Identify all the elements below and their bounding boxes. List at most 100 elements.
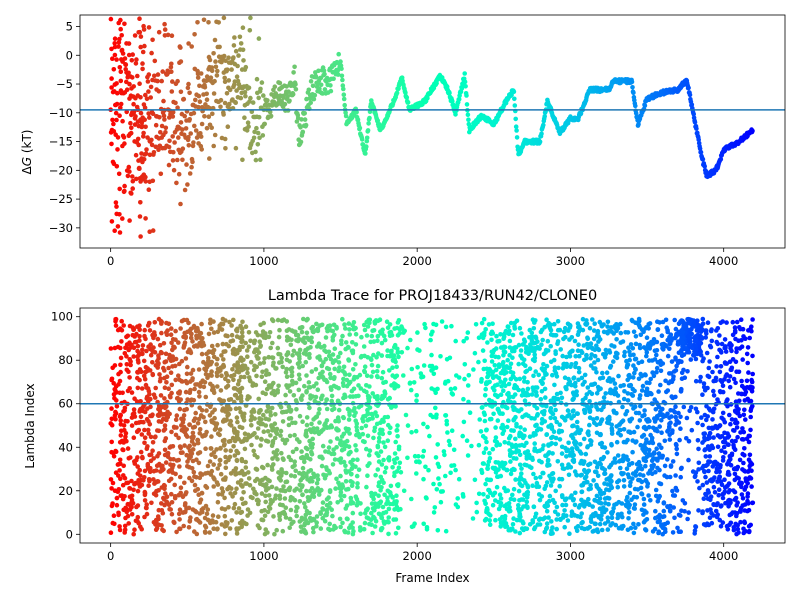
lambda-point	[125, 333, 131, 339]
delta-g-point	[189, 44, 194, 49]
delta-g-point	[394, 90, 400, 96]
delta-g-point	[308, 100, 314, 105]
lambda-point	[385, 397, 391, 402]
delta-g-point	[164, 72, 169, 77]
lambda-point	[678, 466, 684, 472]
lambda-point	[164, 320, 169, 326]
lambda-point	[498, 503, 503, 509]
lambda-point	[108, 530, 114, 535]
delta-g-point	[450, 98, 455, 104]
lambda-point	[591, 478, 596, 483]
lambda-point	[204, 408, 209, 413]
delta-g-point	[173, 100, 178, 106]
delta-g-point	[243, 93, 248, 99]
lambda-point	[151, 491, 157, 497]
x-tick-label: 4000	[709, 254, 738, 268]
delta-g-point	[191, 110, 197, 116]
lambda-point	[575, 446, 580, 452]
lambda-point	[126, 347, 131, 353]
lambda-point	[471, 367, 476, 372]
delta-g-point	[302, 117, 308, 122]
lambda-point	[230, 367, 235, 372]
lambda-point	[476, 359, 481, 365]
lambda-point	[568, 349, 574, 355]
lambda-point	[397, 460, 403, 466]
lambda-point	[695, 479, 700, 484]
lambda-point	[548, 344, 553, 349]
lambda-point	[481, 316, 487, 322]
lambda-point	[545, 338, 551, 344]
lambda-point	[478, 429, 484, 434]
delta-g-point	[147, 229, 152, 234]
lambda-point	[140, 347, 145, 353]
lambda-point	[633, 525, 638, 530]
delta-g-point	[159, 78, 164, 84]
delta-g-axes-frame	[79, 14, 786, 249]
lambda-point	[131, 435, 137, 441]
lambda-point	[213, 454, 218, 460]
lambda-point	[232, 438, 238, 444]
lambda-point	[718, 364, 724, 369]
lambda-point	[501, 344, 507, 350]
lambda-point	[640, 383, 646, 389]
lambda-point	[168, 370, 174, 376]
lambda-point	[573, 490, 578, 496]
delta-g-point	[242, 115, 247, 120]
lambda-point	[148, 342, 153, 347]
lambda-point	[414, 398, 419, 404]
lambda-point	[177, 507, 183, 512]
lambda-point	[315, 477, 321, 482]
delta-g-point	[144, 147, 149, 152]
lambda-point	[279, 318, 285, 324]
delta-g-point	[191, 102, 196, 108]
lambda-point	[559, 414, 565, 420]
lambda-point	[729, 438, 735, 444]
delta-g-point	[122, 56, 128, 61]
lambda-point	[269, 484, 275, 490]
lambda-point	[278, 433, 283, 438]
lambda-point	[380, 369, 386, 375]
lambda-point	[179, 318, 185, 324]
lambda-point	[185, 364, 190, 370]
lambda-point	[750, 317, 755, 322]
lambda-point	[355, 481, 360, 486]
lambda-point	[131, 531, 136, 537]
delta-g-point	[120, 143, 125, 149]
lambda-point	[695, 438, 701, 443]
lambda-point	[350, 457, 356, 463]
delta-g-point	[226, 78, 232, 83]
lambda-point	[710, 464, 716, 469]
lambda-point	[275, 345, 281, 351]
lambda-point	[672, 317, 677, 323]
lambda-point	[517, 530, 523, 536]
lambda-point	[483, 501, 488, 507]
lambda-point	[530, 520, 536, 525]
lambda-point	[405, 345, 410, 351]
delta-g-point	[277, 80, 283, 86]
lambda-point	[551, 357, 557, 363]
lambda-point	[341, 493, 347, 499]
lambda-point	[603, 391, 608, 396]
lambda-point	[172, 482, 177, 488]
lambda-point	[135, 357, 141, 363]
delta-g-point	[700, 156, 706, 162]
delta-g-point	[202, 114, 207, 119]
lambda-point	[746, 507, 752, 513]
lambda-point	[326, 495, 331, 500]
lambda-point	[249, 442, 254, 448]
lambda-point	[286, 422, 292, 428]
lambda-point	[356, 467, 362, 473]
lambda-point	[234, 458, 240, 464]
lambda-point	[750, 371, 755, 377]
lambda-point	[343, 340, 349, 345]
delta-g-point	[311, 96, 317, 102]
lambda-point	[228, 471, 234, 476]
delta-g-point	[141, 102, 147, 107]
lambda-point	[116, 461, 122, 467]
lambda-point	[525, 489, 531, 495]
lambda-point	[316, 492, 322, 497]
lambda-point	[638, 442, 643, 448]
lambda-point	[114, 495, 120, 501]
delta-g-point	[184, 162, 189, 167]
lambda-point	[483, 327, 489, 332]
